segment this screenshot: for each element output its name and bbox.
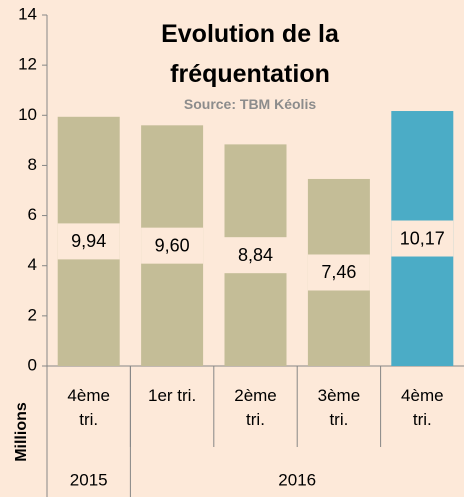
x-tick-label: 2ème tri. — [234, 386, 277, 429]
value-label: 8,84 — [238, 245, 273, 265]
value-label-bg — [57, 223, 120, 260]
value-label-bg — [307, 254, 370, 291]
value-label: 10,17 — [400, 228, 445, 248]
group-label: 2016 — [278, 470, 316, 489]
value-label: 9,60 — [155, 235, 190, 255]
group-label: 2015 — [70, 470, 108, 489]
value-label-bg — [141, 227, 204, 264]
y-tick-label: 8 — [28, 155, 37, 174]
y-axis-title: Millions — [13, 402, 30, 462]
y-tick-label: 10 — [18, 105, 37, 124]
x-tick-label: 1er tri. — [148, 386, 197, 405]
y-tick-label: 14 — [18, 4, 37, 23]
chart-title: Evolution de la fréquentation — [161, 20, 339, 88]
value-label-bg — [224, 237, 287, 274]
y-tick-label: 2 — [28, 305, 37, 324]
y-tick-label: 0 — [28, 355, 37, 374]
x-tick-label: 4ème tri. — [401, 386, 444, 429]
value-label: 7,46 — [321, 262, 356, 282]
chart-subtitle: Source: TBM Kéolis — [183, 96, 317, 112]
y-tick-label: 6 — [28, 205, 37, 224]
y-tick-label: 12 — [18, 55, 37, 74]
value-label: 9,94 — [71, 231, 106, 251]
value-label-bg — [391, 220, 454, 257]
x-tick-label: 3ème tri. — [317, 386, 361, 429]
y-tick-label: 4 — [28, 255, 37, 274]
x-tick-label: 4ème tri. — [67, 386, 110, 429]
